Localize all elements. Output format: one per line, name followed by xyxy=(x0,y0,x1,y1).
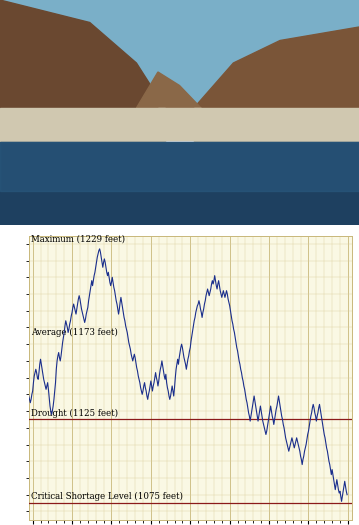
Text: Average (1173 feet): Average (1173 feet) xyxy=(31,328,118,338)
Bar xyxy=(0,142,359,225)
Text: Critical Shortage Level (1075 feet): Critical Shortage Level (1075 feet) xyxy=(31,492,183,501)
Text: Maximum (1229 feet): Maximum (1229 feet) xyxy=(31,235,125,244)
Polygon shape xyxy=(136,72,201,108)
Bar xyxy=(0,108,165,146)
Bar xyxy=(0,0,359,108)
Bar xyxy=(0,142,359,191)
Bar xyxy=(194,108,359,146)
Polygon shape xyxy=(194,27,359,108)
Polygon shape xyxy=(0,0,165,108)
Text: Drought (1125 feet): Drought (1125 feet) xyxy=(31,408,118,418)
Bar xyxy=(158,108,201,140)
